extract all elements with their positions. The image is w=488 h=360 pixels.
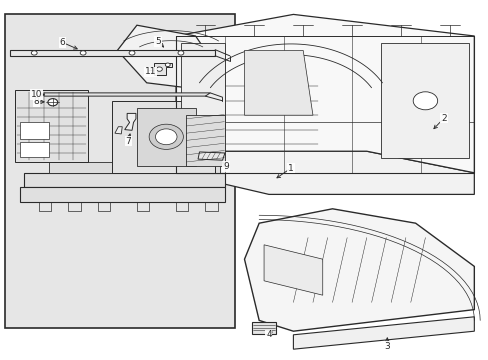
- Polygon shape: [49, 162, 220, 173]
- Polygon shape: [115, 127, 122, 134]
- Circle shape: [156, 67, 162, 71]
- Text: 8: 8: [34, 97, 40, 107]
- Polygon shape: [5, 14, 234, 328]
- Circle shape: [129, 51, 135, 55]
- Circle shape: [165, 63, 170, 67]
- Text: 3: 3: [384, 342, 389, 351]
- Circle shape: [31, 51, 37, 55]
- Polygon shape: [137, 108, 195, 166]
- Polygon shape: [24, 173, 224, 187]
- Polygon shape: [244, 50, 312, 115]
- Polygon shape: [44, 93, 210, 96]
- Polygon shape: [117, 25, 215, 90]
- Text: 9: 9: [223, 162, 228, 171]
- Polygon shape: [176, 151, 473, 194]
- Circle shape: [155, 129, 177, 145]
- Polygon shape: [176, 14, 473, 173]
- Circle shape: [178, 51, 183, 55]
- Circle shape: [149, 124, 183, 149]
- Polygon shape: [20, 142, 49, 157]
- Text: 1: 1: [287, 163, 293, 172]
- Text: 7: 7: [125, 136, 131, 145]
- Polygon shape: [20, 122, 49, 139]
- Polygon shape: [244, 209, 473, 331]
- Text: 10: 10: [31, 90, 42, 99]
- Polygon shape: [198, 152, 224, 160]
- Polygon shape: [10, 50, 215, 56]
- Polygon shape: [112, 101, 215, 173]
- Polygon shape: [20, 187, 224, 202]
- Polygon shape: [381, 43, 468, 158]
- Polygon shape: [251, 322, 276, 334]
- Text: 4: 4: [265, 330, 271, 339]
- Polygon shape: [185, 115, 224, 166]
- Circle shape: [412, 92, 437, 110]
- Polygon shape: [264, 245, 322, 295]
- Text: 6: 6: [60, 38, 65, 47]
- Polygon shape: [124, 113, 136, 130]
- Text: 5: 5: [155, 37, 161, 46]
- Circle shape: [80, 51, 86, 55]
- Text: 2: 2: [440, 113, 446, 122]
- Polygon shape: [181, 43, 224, 137]
- Polygon shape: [154, 63, 172, 75]
- Polygon shape: [293, 317, 473, 349]
- Text: 11: 11: [144, 68, 156, 77]
- Circle shape: [48, 99, 58, 106]
- Polygon shape: [15, 90, 88, 162]
